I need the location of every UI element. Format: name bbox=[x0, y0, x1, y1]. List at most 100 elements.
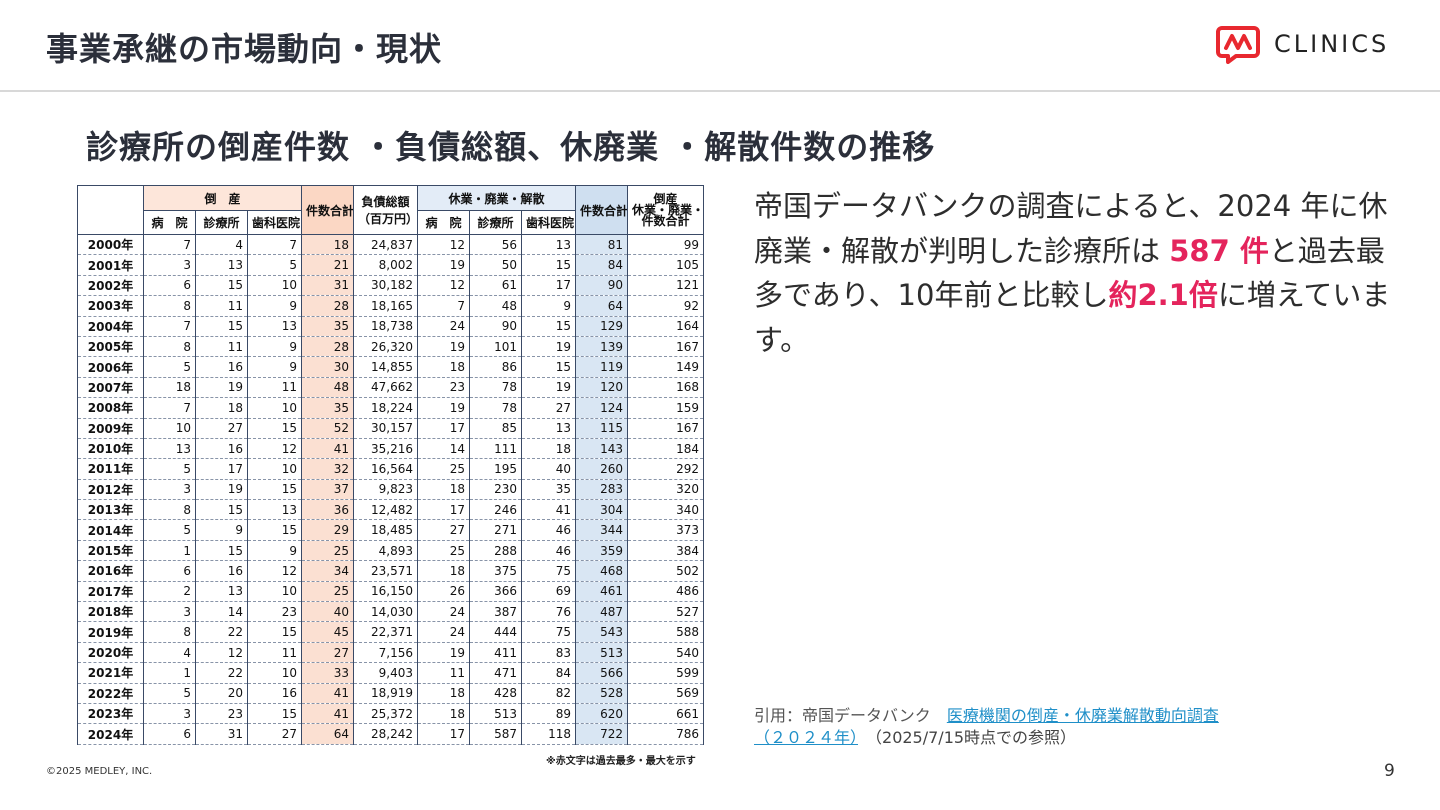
trend-table-body: 2000年 7 4 7 18 24,837 12 56 13 81 99 2001年 3 13 5 21 8,0… bbox=[77, 233, 705, 745]
closure-hospital-cell: 14 bbox=[417, 437, 471, 460]
bankruptcy-dental-cell: 10 bbox=[246, 580, 303, 603]
bankruptcy-hospital-cell: 18 bbox=[143, 376, 196, 399]
header-debt-line2: （百万円） bbox=[358, 212, 418, 226]
closure-hospital-cell: 19 bbox=[417, 335, 471, 358]
header-closure-hospital: 病 院 bbox=[417, 210, 471, 235]
bankruptcy-dental-cell: 7 bbox=[246, 233, 303, 256]
year-cell: 2010年 bbox=[77, 437, 144, 460]
bankruptcy-total-cell: 37 bbox=[301, 478, 355, 501]
clinics-logo-text: CLINICS bbox=[1274, 30, 1390, 58]
header-combined-line1: 倒産 bbox=[653, 191, 678, 206]
bankruptcy-dental-cell: 15 bbox=[246, 417, 303, 439]
combined-total-cell: 599 bbox=[627, 662, 705, 684]
combined-total-cell: 320 bbox=[627, 478, 705, 501]
bankruptcy-total-cell: 48 bbox=[301, 376, 355, 399]
closure-hospital-cell: 23 bbox=[417, 376, 471, 399]
bankruptcy-hospital-cell: 6 bbox=[143, 560, 196, 582]
header-closure-clinic: 診療所 bbox=[469, 210, 523, 235]
bankruptcy-clinic-cell: 20 bbox=[195, 682, 248, 704]
bankruptcy-clinic-cell: 14 bbox=[195, 601, 248, 623]
year-cell: 2017年 bbox=[77, 580, 144, 603]
bankruptcy-dental-cell: 15 bbox=[246, 519, 303, 541]
closure-clinic-cell: 230 bbox=[469, 478, 523, 501]
bankruptcy-clinic-cell: 11 bbox=[195, 295, 248, 317]
combined-total-cell: 149 bbox=[627, 356, 705, 378]
closure-total-cell: 143 bbox=[575, 437, 629, 460]
closure-hospital-cell: 19 bbox=[417, 254, 471, 276]
citation-link[interactable]: 医療機関の倒産・休廃業解散動向調査 （２０２４年） bbox=[754, 706, 1219, 747]
debt-total-cell: 8,002 bbox=[353, 254, 419, 276]
summary-highlight-ratio: 約2.1倍 bbox=[1108, 278, 1218, 312]
combined-total-cell: 167 bbox=[627, 417, 705, 439]
closure-clinic-cell: 471 bbox=[469, 662, 523, 684]
closure-total-cell: 468 bbox=[575, 560, 629, 582]
closure-clinic-cell: 246 bbox=[469, 499, 523, 521]
bankruptcy-clinic-cell: 9 bbox=[195, 519, 248, 541]
closure-clinic-cell: 61 bbox=[469, 274, 523, 297]
citation-link-line1: 医療機関の倒産・休廃業解散動向調査 bbox=[946, 706, 1219, 725]
closure-total-cell: 139 bbox=[575, 335, 629, 358]
header-bankruptcy-group: 倒 産 bbox=[142, 185, 303, 211]
table-row: 2003年 8 11 9 28 18,165 7 48 9 64 92 bbox=[77, 295, 705, 317]
trend-table: 倒 産 件数合計 負債総額 （百万円） 休業・廃業・解散 件数合計 倒産 休業・… bbox=[77, 185, 705, 745]
closure-clinic-cell: 78 bbox=[469, 376, 523, 399]
debt-total-cell: 30,182 bbox=[353, 274, 419, 297]
closure-total-cell: 344 bbox=[575, 519, 629, 541]
combined-total-cell: 168 bbox=[627, 376, 705, 399]
bankruptcy-clinic-cell: 16 bbox=[195, 356, 248, 378]
closure-total-cell: 304 bbox=[575, 499, 629, 521]
bankruptcy-total-cell: 36 bbox=[301, 499, 355, 521]
bankruptcy-dental-cell: 12 bbox=[246, 437, 303, 460]
header-divider bbox=[0, 90, 1440, 92]
bankruptcy-total-cell: 31 bbox=[301, 274, 355, 297]
debt-total-cell: 23,571 bbox=[353, 560, 419, 582]
year-cell: 2011年 bbox=[77, 458, 144, 480]
debt-total-cell: 47,662 bbox=[353, 376, 419, 399]
summary-part3: に増えています。 bbox=[754, 278, 1391, 357]
bankruptcy-clinic-cell: 23 bbox=[195, 702, 248, 725]
closure-clinic-cell: 85 bbox=[469, 417, 523, 439]
year-cell: 2001年 bbox=[77, 254, 144, 276]
closure-clinic-cell: 111 bbox=[469, 437, 523, 460]
bankruptcy-total-cell: 18 bbox=[301, 233, 355, 256]
closure-clinic-cell: 428 bbox=[469, 682, 523, 704]
combined-total-cell: 540 bbox=[627, 641, 705, 664]
bankruptcy-hospital-cell: 8 bbox=[143, 295, 196, 317]
closure-hospital-cell: 18 bbox=[417, 560, 471, 582]
bankruptcy-dental-cell: 11 bbox=[246, 376, 303, 399]
bankruptcy-hospital-cell: 10 bbox=[143, 417, 196, 439]
debt-total-cell: 18,224 bbox=[353, 397, 419, 419]
citation-prefix: 引用：帝国データバンク bbox=[754, 706, 947, 725]
closure-total-cell: 64 bbox=[575, 295, 629, 317]
summary-part1: 帝国データバンクの調査によると、2024 年に休廃業・解散が判明した診療所は bbox=[754, 189, 1388, 268]
year-cell: 2009年 bbox=[77, 417, 144, 439]
bankruptcy-dental-cell: 10 bbox=[246, 397, 303, 419]
citation-date-note: （2025/7/15時点での参照） bbox=[858, 728, 1077, 747]
bankruptcy-dental-cell: 9 bbox=[246, 539, 303, 562]
year-cell: 2024年 bbox=[77, 723, 144, 745]
summary-part2: と過去最多であり、10年前と比較し bbox=[754, 233, 1385, 313]
bankruptcy-clinic-cell: 15 bbox=[195, 539, 248, 562]
combined-total-cell: 486 bbox=[627, 580, 705, 603]
table-row: 2004年 7 15 13 35 18,738 24 90 15 129 164 bbox=[77, 315, 705, 337]
bankruptcy-dental-cell: 11 bbox=[246, 641, 303, 664]
table-row: 2013年 8 15 13 36 12,482 17 246 41 304 340 bbox=[77, 499, 705, 521]
bankruptcy-hospital-cell: 5 bbox=[143, 356, 196, 378]
table-row: 2024年 6 31 27 64 28,242 17 587 118 722 786 bbox=[77, 723, 705, 745]
closure-dental-cell: 15 bbox=[521, 356, 577, 378]
closure-hospital-cell: 24 bbox=[417, 601, 471, 623]
closure-hospital-cell: 17 bbox=[417, 499, 471, 521]
year-cell: 2012年 bbox=[77, 478, 144, 501]
closure-hospital-cell: 12 bbox=[417, 274, 471, 297]
closure-total-cell: 513 bbox=[575, 641, 629, 664]
closure-total-cell: 461 bbox=[575, 580, 629, 603]
closure-hospital-cell: 18 bbox=[417, 478, 471, 501]
bankruptcy-clinic-cell: 27 bbox=[195, 417, 248, 439]
copyright: ©2025 MEDLEY, INC. bbox=[46, 766, 153, 777]
summary-highlight-count: 587 件 bbox=[1169, 233, 1269, 268]
combined-total-cell: 502 bbox=[627, 560, 705, 582]
debt-total-cell: 30,157 bbox=[353, 417, 419, 439]
debt-total-cell: 18,738 bbox=[353, 315, 419, 337]
year-cell: 2005年 bbox=[77, 335, 144, 358]
closure-total-cell: 620 bbox=[575, 702, 629, 725]
